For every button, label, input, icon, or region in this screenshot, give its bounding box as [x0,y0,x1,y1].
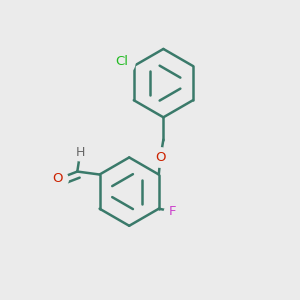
Text: O: O [155,151,166,164]
Text: H: H [76,146,85,159]
Text: O: O [53,172,63,185]
Text: F: F [168,205,176,218]
Text: Cl: Cl [116,55,128,68]
